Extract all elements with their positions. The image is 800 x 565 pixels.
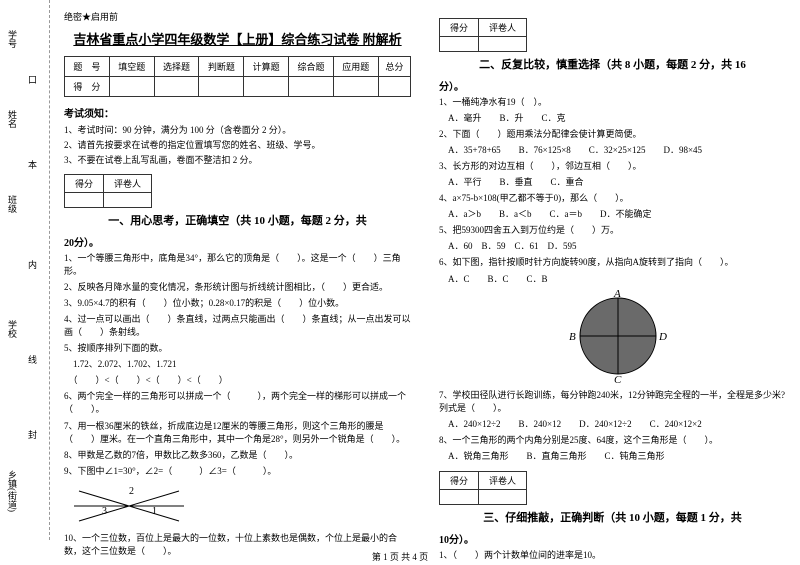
gutter-mark-3: 内 <box>26 260 39 269</box>
section2-title: 二、反复比较，慎重选择（共 8 小题，每题 2 分，共 16 <box>439 56 786 72</box>
gutter-label-id: 学号 <box>6 30 19 48</box>
angle-figure: 2 3 1 <box>74 481 411 529</box>
q2-6o: A．C B．C C．B <box>439 273 786 286</box>
binding-gutter: 学号 姓名 班级 学校 乡镇(街道) 口 本 内 线 封 <box>0 0 50 540</box>
q2-7: 7、学校田径队进行长跑训练，每分钟跑240米，12分钟跑完全程的一半，全程是多少… <box>439 389 786 415</box>
th-calc: 计算题 <box>244 57 289 77</box>
gutter-label-name: 姓名 <box>6 110 19 128</box>
q2-6: 6、如下图，指针按顺时针方向旋转90度，从指向A旋转到了指向（ ）。 <box>439 256 786 269</box>
scorer-box-2: 得分 评卷人 <box>439 18 527 52</box>
q2-3o: A．平行 B．垂直 C．重合 <box>439 176 786 189</box>
scorer-box-1: 得分 评卷人 <box>64 174 152 208</box>
td-7 <box>378 77 410 97</box>
scorer2-b2 <box>479 37 527 52</box>
scorer2-b1 <box>440 37 479 52</box>
scorer3-b1 <box>440 489 479 504</box>
th-num: 题 号 <box>65 57 110 77</box>
scorer2-person: 评卷人 <box>479 19 527 37</box>
left-column: 绝密★启用前 吉林省重点小学四年级数学【上册】综合练习试卷 附解析 题 号 填空… <box>50 0 425 540</box>
gutter-label-school: 学校 <box>6 320 19 338</box>
q2-4o: A．a＞b B．a＜b C．a＝b D．不能确定 <box>439 208 786 221</box>
q2-5: 5、把59300四舍五入到万位约是（ ）万。 <box>439 224 786 237</box>
q1-7: 7、用一根36厘米的铁丝，折成底边是12厘米的等腰三角形，则这个三角形的腰是（ … <box>64 420 411 446</box>
notice-1: 1、考试时间：90 分钟，满分为 100 分（含卷面分 2 分）。 <box>64 123 411 136</box>
section1-title: 一、用心思考，正确填空（共 10 小题，每题 2 分，共 <box>64 212 411 228</box>
td-4 <box>244 77 289 97</box>
td-6 <box>333 77 378 97</box>
section3-title: 三、仔细推敲，正确判断（共 10 小题，每题 1 分，共 <box>439 509 786 525</box>
q1-9: 9、下图中∠1=30°，∠2=（ ）∠3=（ ）。 <box>64 465 411 478</box>
q2-4: 4、a×75-b×108(甲乙都不等于0)，那么（ ）。 <box>439 192 786 205</box>
page-footer: 第 1 页 共 4 页 <box>0 550 800 563</box>
scorer-blank2 <box>104 193 152 208</box>
q1-4: 4、过一点可以画出（ ）条直线，过两点只能画出（ ）条直线；从一点出发可以画（ … <box>64 313 411 339</box>
notice-title: 考试须知： <box>64 105 411 120</box>
q2-2o: A．35+78+65 B．76×125×8 C．32×25×125 D．98×4… <box>439 144 786 157</box>
td-3 <box>199 77 244 97</box>
score-table: 题 号 填空题 选择题 判断题 计算题 综合题 应用题 总分 得 分 <box>64 56 411 97</box>
scorer3-b2 <box>479 489 527 504</box>
q1-5a: 1.72、2.072、1.702、1.721 <box>64 358 411 371</box>
gutter-mark-2: 本 <box>26 160 39 169</box>
q1-2: 2、反映各月降水量的变化情况，条形统计图与折线统计图相比，（ ）更合适。 <box>64 281 411 294</box>
q1-3: 3、9.05×4.7的积有（ ）位小数；0.28×0.17的积是（ ）位小数。 <box>64 297 411 310</box>
gutter-mark-4: 线 <box>26 355 39 364</box>
q1-5b: （ ）<（ ）<（ ）<（ ） <box>64 374 411 387</box>
th-total: 总分 <box>378 57 410 77</box>
scorer-person: 评卷人 <box>104 175 152 193</box>
angle-label-2: 2 <box>129 486 134 497</box>
q1-5: 5、按顺序排列下面的数。 <box>64 342 411 355</box>
scorer2-score: 得分 <box>440 19 479 37</box>
q1-6: 6、两个完全一样的三角形可以拼成一个（ ），两个完全一样的梯形可以拼成一个（ ）… <box>64 390 411 416</box>
circle-label-b: B <box>569 331 576 343</box>
scorer3-score: 得分 <box>440 471 479 489</box>
circle-label-a: A <box>613 289 621 300</box>
td-1 <box>109 77 154 97</box>
scorer-score: 得分 <box>65 175 104 193</box>
td-5 <box>289 77 334 97</box>
th-fill: 填空题 <box>109 57 154 77</box>
th-comp: 综合题 <box>289 57 334 77</box>
notice-3: 3、不要在试卷上乱写乱画，卷面不整洁扣 2 分。 <box>64 153 411 166</box>
angle-label-1: 1 <box>152 506 157 517</box>
section3-cont: 10分）。 <box>439 531 786 546</box>
td-2 <box>154 77 199 97</box>
paper-title: 吉林省重点小学四年级数学【上册】综合练习试卷 附解析 <box>64 29 411 48</box>
q2-8: 8、一个三角形的两个内角分别是25度、64度，这个三角形是（ ）。 <box>439 434 786 447</box>
score-header-row: 题 号 填空题 选择题 判断题 计算题 综合题 应用题 总分 <box>65 57 411 77</box>
notice-2: 2、请首先按要求在试卷的指定位置填写您的姓名、班级、学号。 <box>64 138 411 151</box>
right-column: 得分 评卷人 二、反复比较，慎重选择（共 8 小题，每题 2 分，共 16 分）… <box>425 0 800 540</box>
gutter-label-class: 班级 <box>6 195 19 213</box>
scorer-box-3: 得分 评卷人 <box>439 471 527 505</box>
th-judge: 判断题 <box>199 57 244 77</box>
th-choice: 选择题 <box>154 57 199 77</box>
th-app: 应用题 <box>333 57 378 77</box>
section1-cont: 20分）。 <box>64 234 411 249</box>
q2-2: 2、下面（ ）题用乘法分配律会使计算更简便。 <box>439 128 786 141</box>
td-label: 得 分 <box>65 77 110 97</box>
q2-5o: A．60 B．59 C．61 D．595 <box>439 240 786 253</box>
circle-label-d: D <box>658 331 667 343</box>
q2-1o: A．毫升 B．升 C．克 <box>439 112 786 125</box>
circle-label-c: C <box>614 374 622 384</box>
scorer3-person: 评卷人 <box>479 471 527 489</box>
scorer-blank1 <box>65 193 104 208</box>
angle-label-3: 3 <box>102 506 107 517</box>
secret-label: 绝密★启用前 <box>64 10 411 23</box>
gutter-mark-1: 口 <box>26 75 39 84</box>
q2-3: 3、长方形的对边互相（ ），邻边互相（ ）。 <box>439 160 786 173</box>
q2-7o: A．240×12÷2 B．240×12 D．240×12÷2 C．240×12×… <box>439 418 786 431</box>
score-value-row: 得 分 <box>65 77 411 97</box>
q2-1: 1、一桶纯净水有19（ ）。 <box>439 96 786 109</box>
q2-8o: A．锐角三角形 B．直角三角形 C．钝角三角形 <box>439 450 786 463</box>
q1-1: 1、一个等腰三角形中，底角是34°，那么它的顶角是（ ）。这是一个（ ）三角形。 <box>64 252 411 278</box>
circle-figure: A B C D <box>449 289 786 386</box>
section2-cont: 分）。 <box>439 78 786 93</box>
q1-8: 8、甲数是乙数的7倍，甲数比乙数多360，乙数是（ ）。 <box>64 449 411 462</box>
gutter-label-town: 乡镇(街道) <box>6 470 19 512</box>
gutter-mark-5: 封 <box>26 430 39 439</box>
notice-list: 1、考试时间：90 分钟，满分为 100 分（含卷面分 2 分）。 2、请首先按… <box>64 123 411 166</box>
